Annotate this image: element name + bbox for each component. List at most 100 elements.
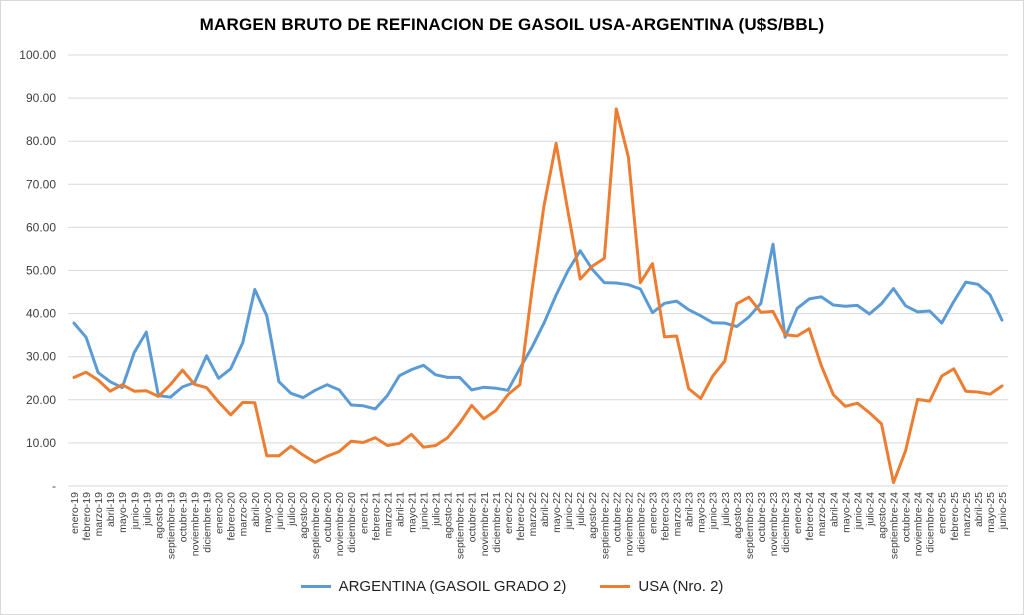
x-tick-label: agosto-23 (732, 492, 744, 539)
x-tick-label: mayo-24 (840, 492, 852, 533)
y-tick-label: 50.00 (26, 264, 56, 278)
x-tick-label: septiembre-19 (165, 492, 177, 559)
x-tick-label: junio-22 (563, 492, 575, 531)
x-tick-label: abril-19 (105, 492, 117, 527)
legend-label-argentina: ARGENTINA (GASOIL GRADO 2) (338, 578, 567, 595)
x-tick-label: abril-21 (394, 492, 406, 527)
x-tick-label: diciembre-19 (202, 492, 214, 553)
x-tick-label: marzo-20 (238, 492, 250, 537)
x-tick-label: febrero-23 (660, 492, 672, 541)
x-tick-label: julio-24 (864, 492, 876, 527)
x-tick-label: agosto-20 (298, 492, 310, 539)
x-tick-label: julio-23 (720, 492, 732, 527)
x-tick-label: marzo-19 (93, 492, 105, 537)
x-tick-label: septiembre-21 (455, 492, 467, 559)
x-tick-label: diciembre-20 (346, 492, 358, 553)
y-tick-label: 30.00 (26, 350, 56, 364)
y-tick-label: 40.00 (26, 307, 56, 321)
x-tick-label: octubre-20 (322, 492, 334, 542)
legend-swatch-usa (600, 585, 631, 588)
legend: ARGENTINA (GASOIL GRADO 2) USA (Nro. 2) (0, 578, 1024, 595)
x-tick-label: octubre-19 (177, 492, 189, 542)
gridlines (68, 54, 1008, 487)
x-tick-label: noviembre-19 (190, 492, 202, 556)
x-tick-label: mayo-25 (985, 492, 997, 533)
series-lines (72, 107, 1004, 485)
x-tick-label: abril-24 (828, 492, 840, 527)
x-tick-label: agosto-19 (153, 492, 165, 539)
x-tick-label: septiembre-22 (599, 492, 611, 559)
x-tick-label: mayo-19 (117, 492, 129, 533)
x-tick-label: septiembre-24 (889, 492, 901, 559)
x-tick-label: febrero-22 (515, 492, 527, 541)
x-tick-label: junio-19 (129, 492, 141, 531)
x-tick-label: abril-25 (973, 492, 985, 527)
x-tick-label: julio-20 (286, 492, 298, 527)
x-tick-label: enero-24 (792, 492, 804, 534)
x-axis-tick-labels: enero-19 febrero-19 marzo-19 abril-19 mayo-1… (69, 492, 1009, 559)
y-tick-label: 70.00 (26, 177, 56, 191)
legend-label-usa: USA (Nro. 2) (638, 578, 724, 595)
x-tick-label: octubre-21 (467, 492, 479, 542)
x-tick-label: octubre-24 (901, 492, 913, 542)
x-tick-label: febrero-19 (81, 492, 93, 541)
x-tick-label: mayo-22 (551, 492, 563, 533)
x-tick-label: junio-20 (274, 492, 286, 531)
x-tick-label: diciembre-22 (635, 492, 647, 553)
x-tick-label: junio-23 (708, 492, 720, 531)
x-tick-label: julio-22 (575, 492, 587, 527)
y-tick-label: 20.00 (26, 393, 56, 407)
y-axis-tick-labels: - 10.00 20.00 30.00 40.00 50.00 60.00 70.00 80.0… (19, 48, 56, 493)
x-tick-label: abril-20 (250, 492, 262, 527)
x-tick-label: marzo-24 (816, 492, 828, 537)
x-tick-label: diciembre-23 (780, 492, 792, 553)
x-tick-label: enero-20 (214, 492, 226, 534)
x-tick-label: junio-21 (419, 492, 431, 531)
y-tick-label: 80.00 (26, 134, 56, 148)
x-tick-label: julio-21 (431, 492, 443, 527)
x-tick-label: abril-23 (684, 492, 696, 527)
x-tick-label: marzo-22 (527, 492, 539, 537)
y-tick-label: 60.00 (26, 220, 56, 234)
legend-item-argentina: ARGENTINA (GASOIL GRADO 2) (300, 578, 567, 595)
y-tick-label: - (52, 479, 56, 493)
x-tick-label: mayo-21 (406, 492, 418, 533)
x-tick-label: febrero-25 (949, 492, 961, 541)
x-tick-label: enero-23 (647, 492, 659, 534)
x-tick-label: agosto-21 (443, 492, 455, 539)
x-tick-label: marzo-25 (961, 492, 973, 537)
x-tick-label: junio-25 (997, 492, 1009, 531)
x-tick-label: mayo-20 (262, 492, 274, 533)
legend-swatch-argentina (300, 585, 331, 588)
x-tick-label: abril-22 (539, 492, 551, 527)
x-tick-label: julio-19 (141, 492, 153, 527)
x-tick-label: marzo-21 (382, 492, 394, 537)
x-tick-label: enero-25 (937, 492, 949, 534)
x-tick-label: febrero-20 (226, 492, 238, 541)
x-tick-label: octubre-22 (611, 492, 623, 542)
x-tick-label: septiembre-23 (744, 492, 756, 559)
series-line-usa (72, 107, 1004, 485)
x-tick-label: noviembre-21 (479, 492, 491, 556)
legend-item-usa: USA (Nro. 2) (600, 578, 723, 595)
series-line-argentina (72, 242, 1004, 411)
x-tick-label: enero-22 (503, 492, 515, 534)
x-tick-label: mayo-23 (696, 492, 708, 533)
x-tick-label: septiembre-20 (310, 492, 322, 559)
chart-title: MARGEN BRUTO DE REFINACION DE GASOIL USA… (199, 15, 825, 34)
x-tick-label: noviembre-22 (623, 492, 635, 556)
x-tick-label: noviembre-24 (913, 492, 925, 556)
x-tick-label: octubre-23 (756, 492, 768, 542)
x-tick-label: junio-24 (852, 492, 864, 531)
x-tick-label: agosto-24 (876, 492, 888, 539)
x-tick-label: febrero-24 (804, 492, 816, 541)
x-tick-label: agosto-22 (587, 492, 599, 539)
x-tick-label: noviembre-23 (768, 492, 780, 556)
x-tick-label: diciembre-21 (491, 492, 503, 553)
y-tick-label: 100.00 (19, 48, 56, 62)
x-tick-label: enero-21 (358, 492, 370, 534)
x-tick-label: febrero-21 (370, 492, 382, 541)
x-tick-label: diciembre-24 (925, 492, 937, 553)
